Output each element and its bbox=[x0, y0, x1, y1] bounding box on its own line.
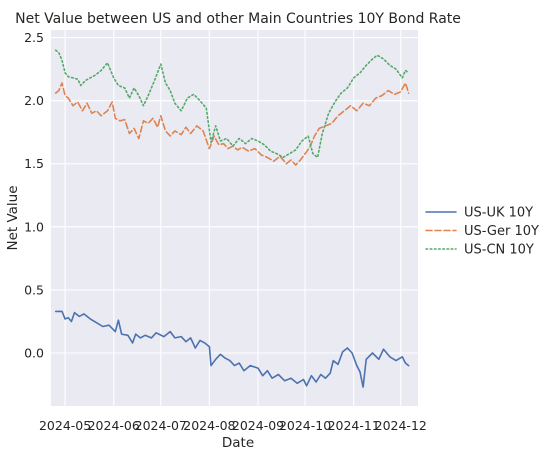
x-tick-label: 2024-11 bbox=[328, 418, 380, 433]
x-tick-label: 2024-09 bbox=[232, 418, 284, 433]
series-line-1 bbox=[54, 82, 410, 166]
legend-label: US-CN 10Y bbox=[464, 243, 534, 258]
y-tick-label: 2.0 bbox=[24, 93, 44, 108]
x-tick-label: 2024-12 bbox=[375, 418, 427, 433]
x-axis-label: Date bbox=[222, 435, 254, 451]
y-tick-label: 1.5 bbox=[24, 156, 44, 171]
x-tick-label: 2024-08 bbox=[183, 418, 235, 433]
x-tick-label: 2024-10 bbox=[279, 418, 331, 433]
y-tick-label: 0.5 bbox=[24, 282, 44, 297]
legend: US-UK 10Y US-Ger 10Y US-CN 10Y bbox=[425, 206, 539, 258]
series-line-2 bbox=[54, 49, 410, 159]
y-axis-label: Net Value bbox=[5, 185, 21, 250]
x-tick-label: 2024-07 bbox=[135, 418, 187, 433]
chart-title: Net Value between US and other Main Coun… bbox=[15, 11, 461, 27]
y-tick-label: 0.0 bbox=[24, 346, 44, 361]
grid bbox=[51, 30, 418, 406]
legend-label: US-UK 10Y bbox=[464, 206, 533, 221]
series-line-0 bbox=[54, 310, 410, 388]
y-tick-label: 1.0 bbox=[24, 219, 44, 234]
y-tick-label: 2.5 bbox=[24, 30, 44, 45]
legend-label: US-Ger 10Y bbox=[464, 224, 539, 239]
x-tick-label: 2024-06 bbox=[88, 418, 140, 433]
plot-area bbox=[51, 30, 418, 406]
series-lines bbox=[54, 49, 410, 388]
x-tick-label: 2024-05 bbox=[39, 418, 91, 433]
tick-labels: 0.00.51.01.52.02.52024-052024-062024-072… bbox=[24, 30, 427, 433]
